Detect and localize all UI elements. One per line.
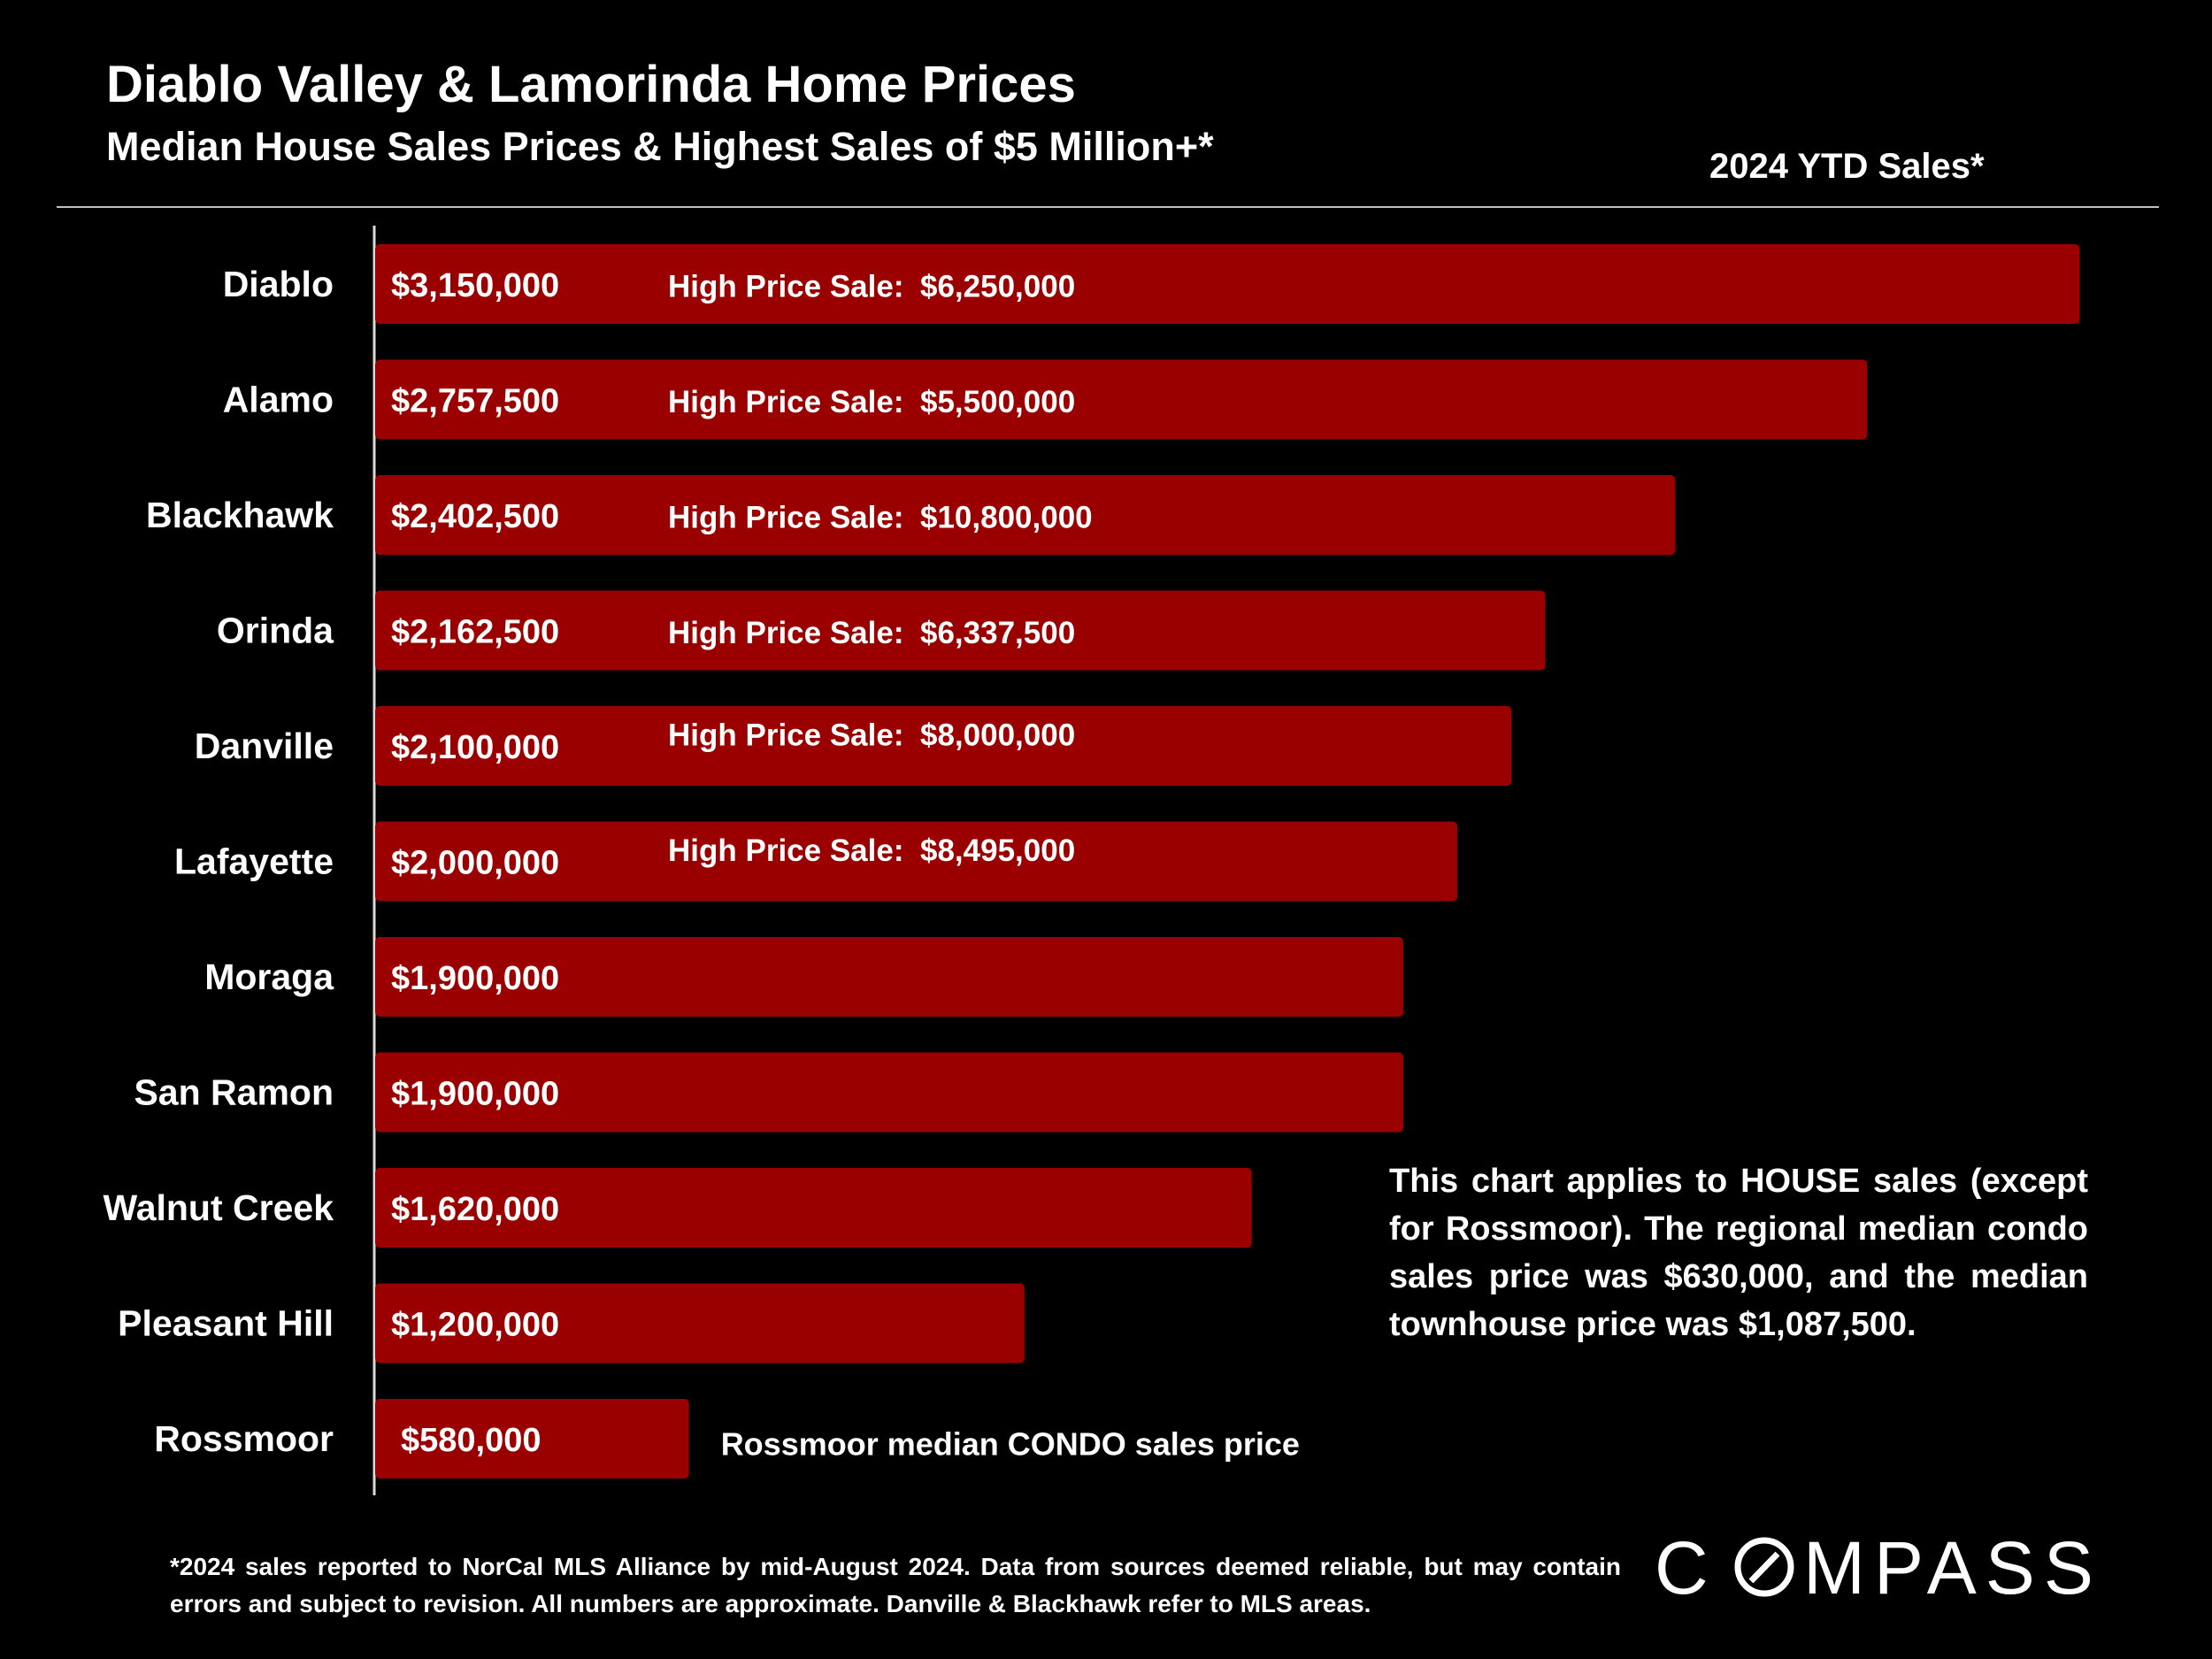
category-label: Rossmoor <box>154 1418 334 1459</box>
header-divider <box>57 206 2159 208</box>
logo-o-slash <box>1748 1551 1780 1584</box>
category-label: Diablo <box>223 264 334 304</box>
category-label: Danville <box>195 726 334 766</box>
high-price-label: High Price Sale: <box>668 833 903 868</box>
chart-title: Diablo Valley & Lamorinda Home Prices <box>106 56 1076 113</box>
rossmoor-annotation: Rossmoor median CONDO sales price <box>721 1426 1300 1463</box>
bar-rossmoor <box>375 1399 689 1479</box>
value-label: $1,900,000 <box>391 1076 559 1113</box>
bar-blackhawk <box>375 475 1676 555</box>
high-price-value: $10,800,000 <box>920 501 1093 535</box>
bar-san-ramon <box>375 1052 1403 1133</box>
category-label: Walnut Creek <box>104 1187 334 1228</box>
bar-walnut-creek <box>375 1168 1252 1248</box>
category-label: Pleasant Hill <box>118 1303 334 1344</box>
bar-lafayette <box>375 821 1458 902</box>
high-price-value: $8,495,000 <box>920 833 1075 868</box>
bar-danville <box>375 706 1512 786</box>
logo-o-ring <box>1734 1537 1794 1597</box>
value-label: $2,000,000 <box>391 845 559 882</box>
category-label: Blackhawk <box>146 495 334 535</box>
category-label: San Ramon <box>134 1072 334 1113</box>
bar-moraga <box>375 937 1403 1017</box>
high-price-label: High Price Sale: <box>668 718 903 753</box>
value-label: $2,757,500 <box>391 383 559 420</box>
high-price-label: High Price Sale: <box>668 270 903 304</box>
chart-note: This chart applies to HOUSE sales (excep… <box>1389 1163 2088 1343</box>
value-label: $2,162,500 <box>391 614 559 651</box>
value-label: $2,402,500 <box>391 498 559 535</box>
compass-logo: C MPASS <box>1655 1526 2102 1605</box>
value-label: $580,000 <box>401 1422 541 1459</box>
footnote: *2024 sales reported to NorCal MLS Allia… <box>170 1553 1621 1617</box>
high-price-value: $5,500,000 <box>920 385 1075 419</box>
high-price-value: $8,000,000 <box>920 718 1075 753</box>
high-price-value: $6,337,500 <box>920 616 1075 650</box>
category-label: Orinda <box>217 611 334 651</box>
logo-letter-c: C <box>1655 1526 1717 1605</box>
period-label: 2024 YTD Sales* <box>1709 147 1985 186</box>
high-price-value: $6,250,000 <box>920 270 1075 304</box>
high-price-label: High Price Sale: <box>668 385 903 419</box>
category-label: Moraga <box>204 956 334 997</box>
category-label: Lafayette <box>174 841 334 882</box>
value-label: $2,100,000 <box>391 729 559 766</box>
bar-alamo <box>375 359 1868 440</box>
bar-pleasant-hill <box>375 1283 1025 1363</box>
value-label: $1,620,000 <box>391 1191 559 1228</box>
bar-orinda <box>375 590 1546 671</box>
value-label: $3,150,000 <box>391 267 559 304</box>
high-price-label: High Price Sale: <box>668 616 903 650</box>
chart-subtitle: Median House Sales Prices & Highest Sale… <box>106 124 1214 169</box>
bar-diablo <box>375 244 2080 324</box>
category-label: Alamo <box>223 380 334 420</box>
high-price-label: High Price Sale: <box>668 501 903 535</box>
logo-letters-mpass: MPASS <box>1803 1526 2102 1605</box>
value-label: $1,900,000 <box>391 960 559 997</box>
value-label: $1,200,000 <box>391 1307 559 1344</box>
